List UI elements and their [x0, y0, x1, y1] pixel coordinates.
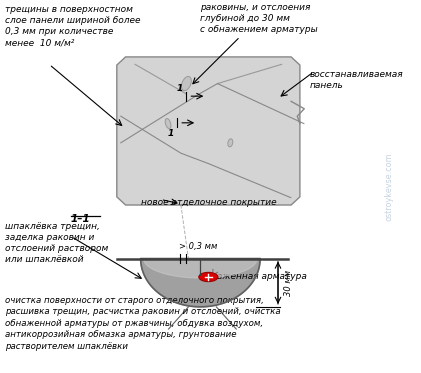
Ellipse shape: [199, 272, 218, 282]
Text: ostroykevse.com: ostroykevse.com: [385, 152, 394, 221]
Ellipse shape: [228, 139, 233, 147]
Text: 1: 1: [168, 129, 174, 138]
Text: обнаженная арматура: обнаженная арматура: [200, 272, 307, 281]
Text: > 0,3 мм: > 0,3 мм: [179, 242, 217, 251]
Text: 1: 1: [177, 84, 183, 93]
Polygon shape: [141, 259, 260, 307]
Text: раковины, и отслоения
глубиной до 30 мм
с обнажением арматуры: раковины, и отслоения глубиной до 30 мм …: [200, 3, 318, 34]
Polygon shape: [117, 57, 300, 205]
Ellipse shape: [181, 76, 191, 91]
Polygon shape: [144, 259, 257, 278]
Text: восстанавливаемая
панель: восстанавливаемая панель: [310, 70, 403, 90]
Ellipse shape: [165, 119, 171, 129]
Text: 1–1: 1–1: [71, 214, 91, 224]
Text: трещины в поверхностном
слое панели шириной более
0,3 мм при количестве
менее  1: трещины в поверхностном слое панели шири…: [5, 5, 141, 47]
Text: очистка поверхности от старого отделочного покрытия,
расшивка трещин, расчистка : очистка поверхности от старого отделочно…: [5, 296, 281, 351]
Text: шпаклёвка трещин,
заделка раковин и
отслоений раствором
или шпаклёвкой: шпаклёвка трещин, заделка раковин и отсл…: [5, 222, 109, 264]
Text: новое отделочное покрытие: новое отделочное покрытие: [141, 198, 276, 207]
Text: 30 мм: 30 мм: [284, 270, 293, 296]
